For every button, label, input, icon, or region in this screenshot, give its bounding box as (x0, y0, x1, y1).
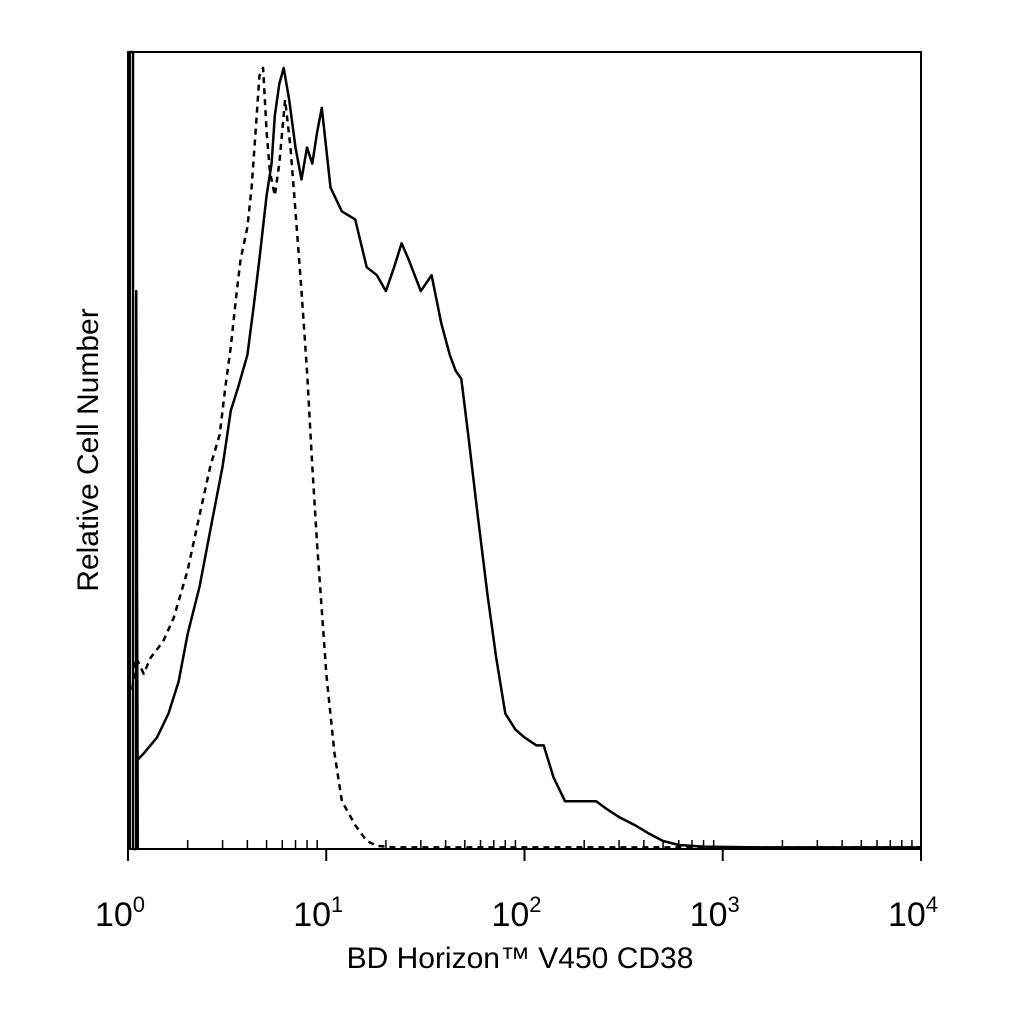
data-series (128, 50, 921, 851)
x-axis-tick-labels: 100 101 102 103 104 (95, 892, 938, 934)
series-line-solid-2 (128, 50, 140, 851)
x-tick-label: 103 (690, 892, 740, 934)
y-axis-title: Relative Cell Number (72, 308, 105, 591)
x-tick-label: 100 (95, 892, 145, 934)
x-axis-title: BD Horizon™ V450 CD38 (347, 942, 694, 975)
series-line-dashed-1 (130, 66, 921, 849)
x-tick-label: 101 (293, 892, 343, 934)
plot-frame (127, 51, 922, 850)
x-axis-ticks (127, 840, 922, 861)
series-line-solid-0 (135, 66, 921, 849)
x-tick-label: 102 (491, 892, 541, 934)
x-tick-label: 104 (888, 892, 938, 934)
